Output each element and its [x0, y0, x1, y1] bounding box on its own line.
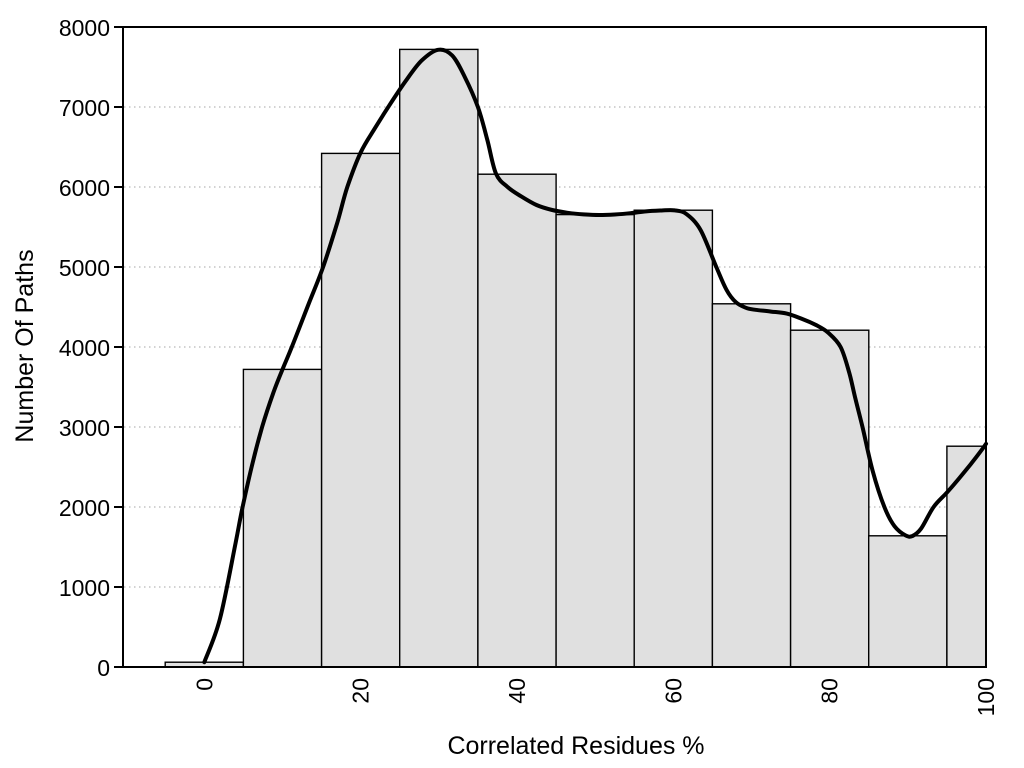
x-tick-label: 80 [817, 678, 843, 704]
histogram-bar [242, 368, 323, 668]
y-axis-tick-labels: 0 1000 2000 3000 4000 5000 6000 7000 8000 [59, 15, 110, 681]
y-tick-label: 3000 [59, 415, 110, 441]
histogram-bar [399, 48, 479, 668]
x-tick-label: 60 [660, 678, 686, 704]
x-tick-label: 40 [504, 678, 530, 704]
y-axis-ticks [114, 26, 123, 668]
histogram-bar [711, 303, 792, 668]
y-tick-label: 8000 [59, 15, 110, 41]
x-tick-label: 0 [191, 678, 217, 691]
density-curve-group [202, 47, 988, 665]
y-tick-label: 6000 [59, 175, 110, 201]
x-axis-title: Correlated Residues % [447, 732, 704, 760]
histogram-bar [633, 209, 714, 668]
histogram-bar [477, 173, 557, 668]
histogram-bars [164, 48, 987, 668]
histogram-bar [868, 535, 948, 668]
y-axis-title: Number Of Paths [11, 249, 39, 442]
y-tick-label: 4000 [59, 335, 110, 361]
histogram-bar [789, 329, 870, 668]
histogram-bar [946, 445, 987, 668]
x-axis-tick-labels: 0 20 40 60 80 100 [191, 678, 999, 716]
y-tick-label: 0 [97, 655, 110, 681]
y-tick-label: 5000 [59, 255, 110, 281]
histogram-bar [555, 213, 635, 668]
x-tick-label: 20 [348, 678, 374, 704]
y-tick-label: 7000 [59, 95, 110, 121]
y-tick-label: 1000 [59, 575, 110, 601]
y-tick-label: 2000 [59, 495, 110, 521]
density-curve [202, 47, 988, 665]
x-tick-label: 100 [973, 678, 999, 716]
